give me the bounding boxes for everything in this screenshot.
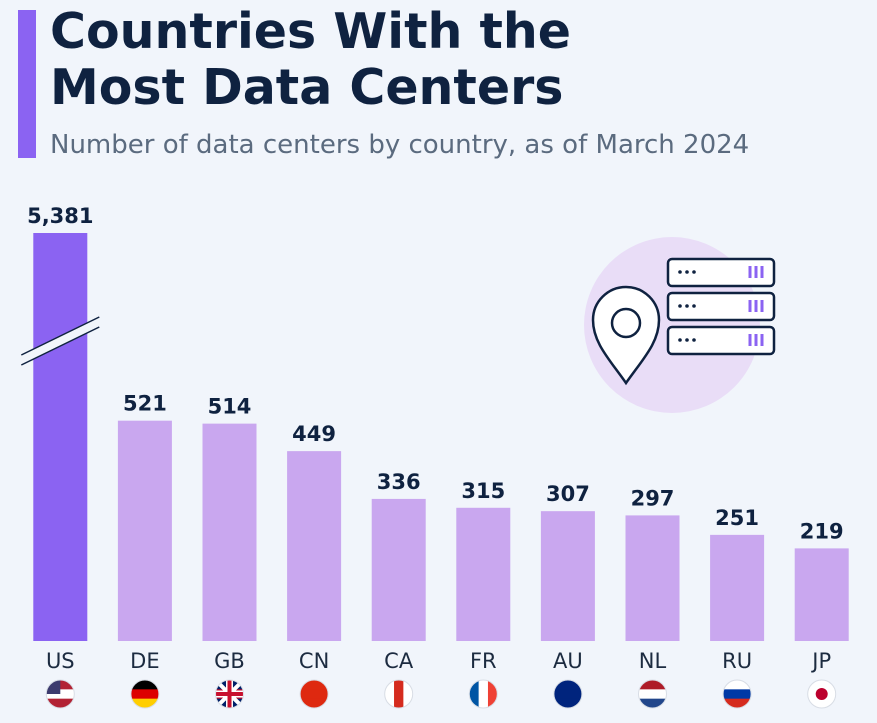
flag-stripe (807, 698, 836, 708)
flag-stripe (638, 680, 667, 690)
bars (33, 233, 849, 641)
bar (625, 515, 680, 641)
flag (299, 679, 329, 709)
flag-body (215, 680, 244, 708)
flag (722, 679, 752, 709)
bar (287, 451, 342, 641)
flag-stripe (723, 689, 752, 700)
flag-stripe (403, 680, 413, 708)
bar (33, 233, 88, 641)
x-tick-label: FR (470, 649, 497, 673)
flag (45, 679, 75, 709)
flag (468, 679, 498, 709)
flag-stripe (723, 680, 752, 690)
flag-stripe (553, 698, 582, 708)
value-label: 251 (715, 506, 759, 530)
flag-body (638, 680, 667, 708)
flag-body (130, 680, 159, 708)
flag-stripe (487, 680, 498, 708)
value-label: 449 (292, 422, 336, 446)
flag-ring (722, 679, 752, 709)
flag-cross (215, 680, 244, 708)
bar (456, 507, 511, 641)
flag-stripe (478, 680, 489, 708)
illustration (584, 237, 776, 413)
flag-stripe (638, 698, 667, 708)
flag (384, 679, 414, 709)
flag (215, 679, 244, 709)
x-tick-label: RU (722, 649, 752, 673)
value-label: 219 (800, 519, 844, 543)
flag-disc (815, 688, 828, 700)
bar (117, 420, 172, 641)
x-tick-label: US (46, 649, 75, 673)
x-tick-label: GB (214, 649, 245, 673)
x-tick-label: CN (299, 649, 329, 673)
x-tick-label: AU (553, 649, 583, 673)
flag-stripe (130, 698, 159, 708)
axis-break (19, 317, 102, 365)
flag (130, 679, 160, 709)
flag-body (723, 680, 752, 708)
flag-stripe (638, 689, 667, 700)
flag-ring (468, 679, 498, 709)
x-tick-label: NL (639, 649, 667, 673)
value-label: 315 (461, 479, 505, 503)
flag-body (807, 680, 836, 708)
chart-subtitle: Number of data centers by country, as of… (50, 130, 750, 160)
chart-title: Countries With the Most Data Centers (50, 3, 571, 116)
title-accent (18, 10, 36, 158)
flag-ring (807, 679, 837, 709)
flag-ring (215, 679, 244, 709)
flag-ring (384, 679, 414, 709)
value-label: 5,381 (27, 204, 93, 228)
flag-stripe (300, 698, 329, 708)
flag-body (300, 680, 329, 708)
flag-ring (130, 679, 160, 709)
flag-stripe (553, 680, 582, 690)
bar (371, 498, 426, 641)
flag-body (384, 680, 413, 708)
flag-stripe (46, 698, 75, 708)
value-label: 307 (546, 482, 590, 506)
flag-stripe (394, 680, 404, 708)
flag-stripe (469, 680, 480, 708)
flag-ring (553, 679, 583, 709)
value-label: 514 (208, 395, 252, 419)
axis-break-line (20, 316, 100, 356)
value-label: 297 (631, 486, 675, 510)
flag-stripe (130, 680, 159, 690)
flag-body (553, 680, 582, 708)
value-label: 336 (377, 470, 421, 494)
flag-stripe (46, 689, 75, 700)
flag-stripe (723, 698, 752, 708)
x-tick-label: CA (384, 649, 414, 673)
flag (553, 679, 583, 709)
value-label: 521 (123, 392, 167, 416)
flag-stripe (130, 689, 159, 700)
axis-break-line (20, 326, 100, 366)
bar (540, 511, 595, 641)
bar (202, 423, 257, 641)
flag-stripe (553, 689, 582, 700)
flag-stripe (300, 689, 329, 700)
flag-ring (45, 679, 75, 709)
flag-stripe (300, 680, 329, 690)
x-tick-label: JP (810, 649, 831, 673)
flag-stripe (384, 680, 395, 708)
flag (638, 679, 667, 709)
flag-ring (638, 679, 667, 709)
flag-stripe (807, 680, 836, 690)
bar (710, 534, 765, 641)
flag-body (469, 680, 498, 708)
flag-ring (299, 679, 329, 709)
flag (807, 679, 837, 709)
x-tick-label: DE (130, 649, 159, 673)
bar (794, 548, 849, 641)
